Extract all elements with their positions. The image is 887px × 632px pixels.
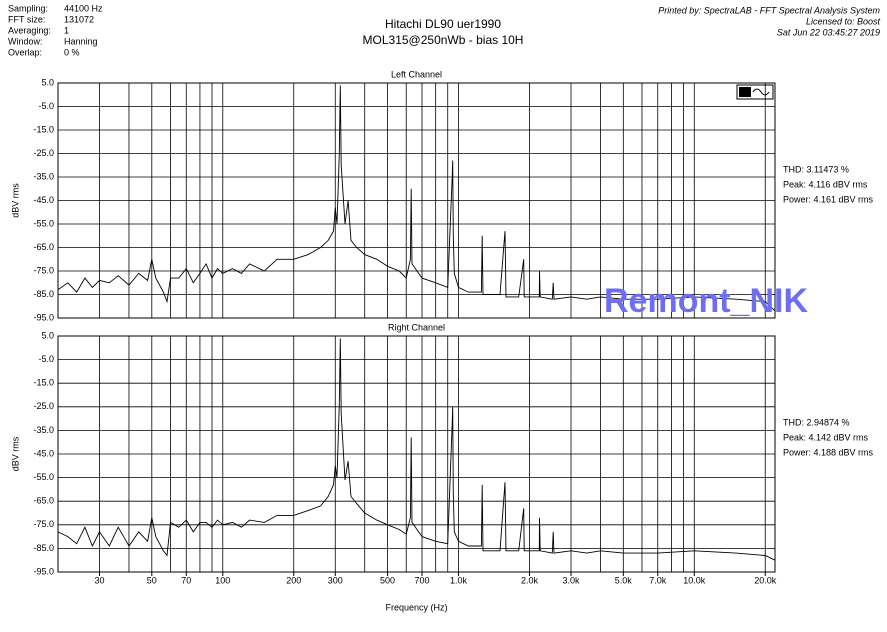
y-tick-label: -5.0 [38, 354, 54, 364]
y-tick-label: -65.0 [33, 242, 54, 252]
y-tick-label: -55.0 [33, 472, 54, 482]
icon [736, 84, 774, 100]
x-tick-label: 10.0k [683, 575, 706, 585]
info-label: Overlap: [8, 47, 42, 57]
info-value: 44100 Hz [64, 3, 103, 13]
y-tick-label: -5.0 [38, 101, 54, 111]
licensed: Licensed to: Boost [806, 16, 881, 26]
watermark: Remont_NIK [604, 282, 808, 320]
info-value: 131072 [64, 14, 94, 24]
info-value: 1 [64, 25, 69, 35]
date: Sat Jun 22 03:45:27 2019 [777, 27, 880, 37]
y-tick-label: -95.0 [33, 312, 54, 322]
annotation: THD: 2.94874 % [783, 417, 850, 427]
annotation: Peak: 4.116 dBV rms [783, 179, 868, 189]
y-tick-label: -45.0 [33, 195, 54, 205]
y-tick-label: -85.0 [33, 289, 54, 299]
x-tick-label: 200 [286, 575, 301, 585]
y-axis-label: dBV rms [10, 183, 20, 218]
chart-title: Right Channel [388, 322, 445, 332]
x-tick-label: 3.0k [562, 575, 580, 585]
x-tick-label: 50 [147, 575, 157, 585]
x-tick-label: 500 [380, 575, 395, 585]
y-tick-label: -75.0 [33, 519, 54, 529]
annotation: Power: 4.161 dBV rms [783, 194, 874, 204]
y-tick-label: -55.0 [33, 218, 54, 228]
y-tick-label: -15.0 [33, 378, 54, 388]
annotation: Peak: 4.142 dBV rms [783, 432, 869, 442]
y-tick-label: -25.0 [33, 148, 54, 158]
y-tick-label: 5.0 [41, 77, 54, 87]
x-tick-label: 5.0k [615, 575, 633, 585]
x-tick-label: 7.0k [649, 575, 667, 585]
x-tick-label: 1.0k [450, 575, 468, 585]
x-tick-label: 70 [181, 575, 191, 585]
x-tick-label: 100 [215, 575, 230, 585]
printed-by: Printed by: SpectraLAB - FFT Spectral An… [658, 5, 880, 15]
y-tick-label: 5.0 [41, 330, 54, 340]
plot-frame [57, 82, 776, 319]
chart-title: Left Channel [391, 69, 442, 79]
x-axis-label: Frequency (Hz) [385, 602, 447, 612]
annotation: THD: 3.11473 % [783, 164, 849, 174]
y-tick-label: -25.0 [33, 401, 54, 411]
x-tick-label: 300 [328, 575, 343, 585]
y-tick-label: -75.0 [33, 265, 54, 275]
info-value: 0 % [64, 47, 80, 57]
x-tick-label: 20.0k [754, 575, 777, 585]
y-tick-label: -95.0 [33, 566, 54, 576]
info-label: Window: [8, 36, 43, 46]
spectrum-line [57, 85, 776, 312]
y-tick-label: -65.0 [33, 496, 54, 506]
info-label: Averaging: [8, 25, 51, 35]
subtitle: MOL315@250nWb - bias 10H [363, 33, 524, 47]
y-tick-label: -85.0 [33, 543, 54, 553]
title: Hitachi DL90 uer1990 [385, 17, 501, 31]
y-tick-label: -45.0 [33, 448, 54, 458]
plot-frame [57, 335, 776, 573]
y-tick-label: -15.0 [33, 124, 54, 134]
y-tick-label: -35.0 [33, 171, 54, 181]
spectrum-line [57, 338, 776, 561]
info-label: FFT size: [8, 14, 45, 24]
x-tick-label: 2.0k [521, 575, 539, 585]
annotation: Power: 4.188 dBV rms [783, 447, 874, 457]
info-value: Hanning [64, 36, 98, 46]
y-axis-label: dBV rms [10, 436, 20, 471]
x-tick-label: 30 [95, 575, 105, 585]
x-tick-label: 700 [414, 575, 429, 585]
info-label: Sampling: [8, 3, 48, 13]
y-tick-label: -35.0 [33, 425, 54, 435]
